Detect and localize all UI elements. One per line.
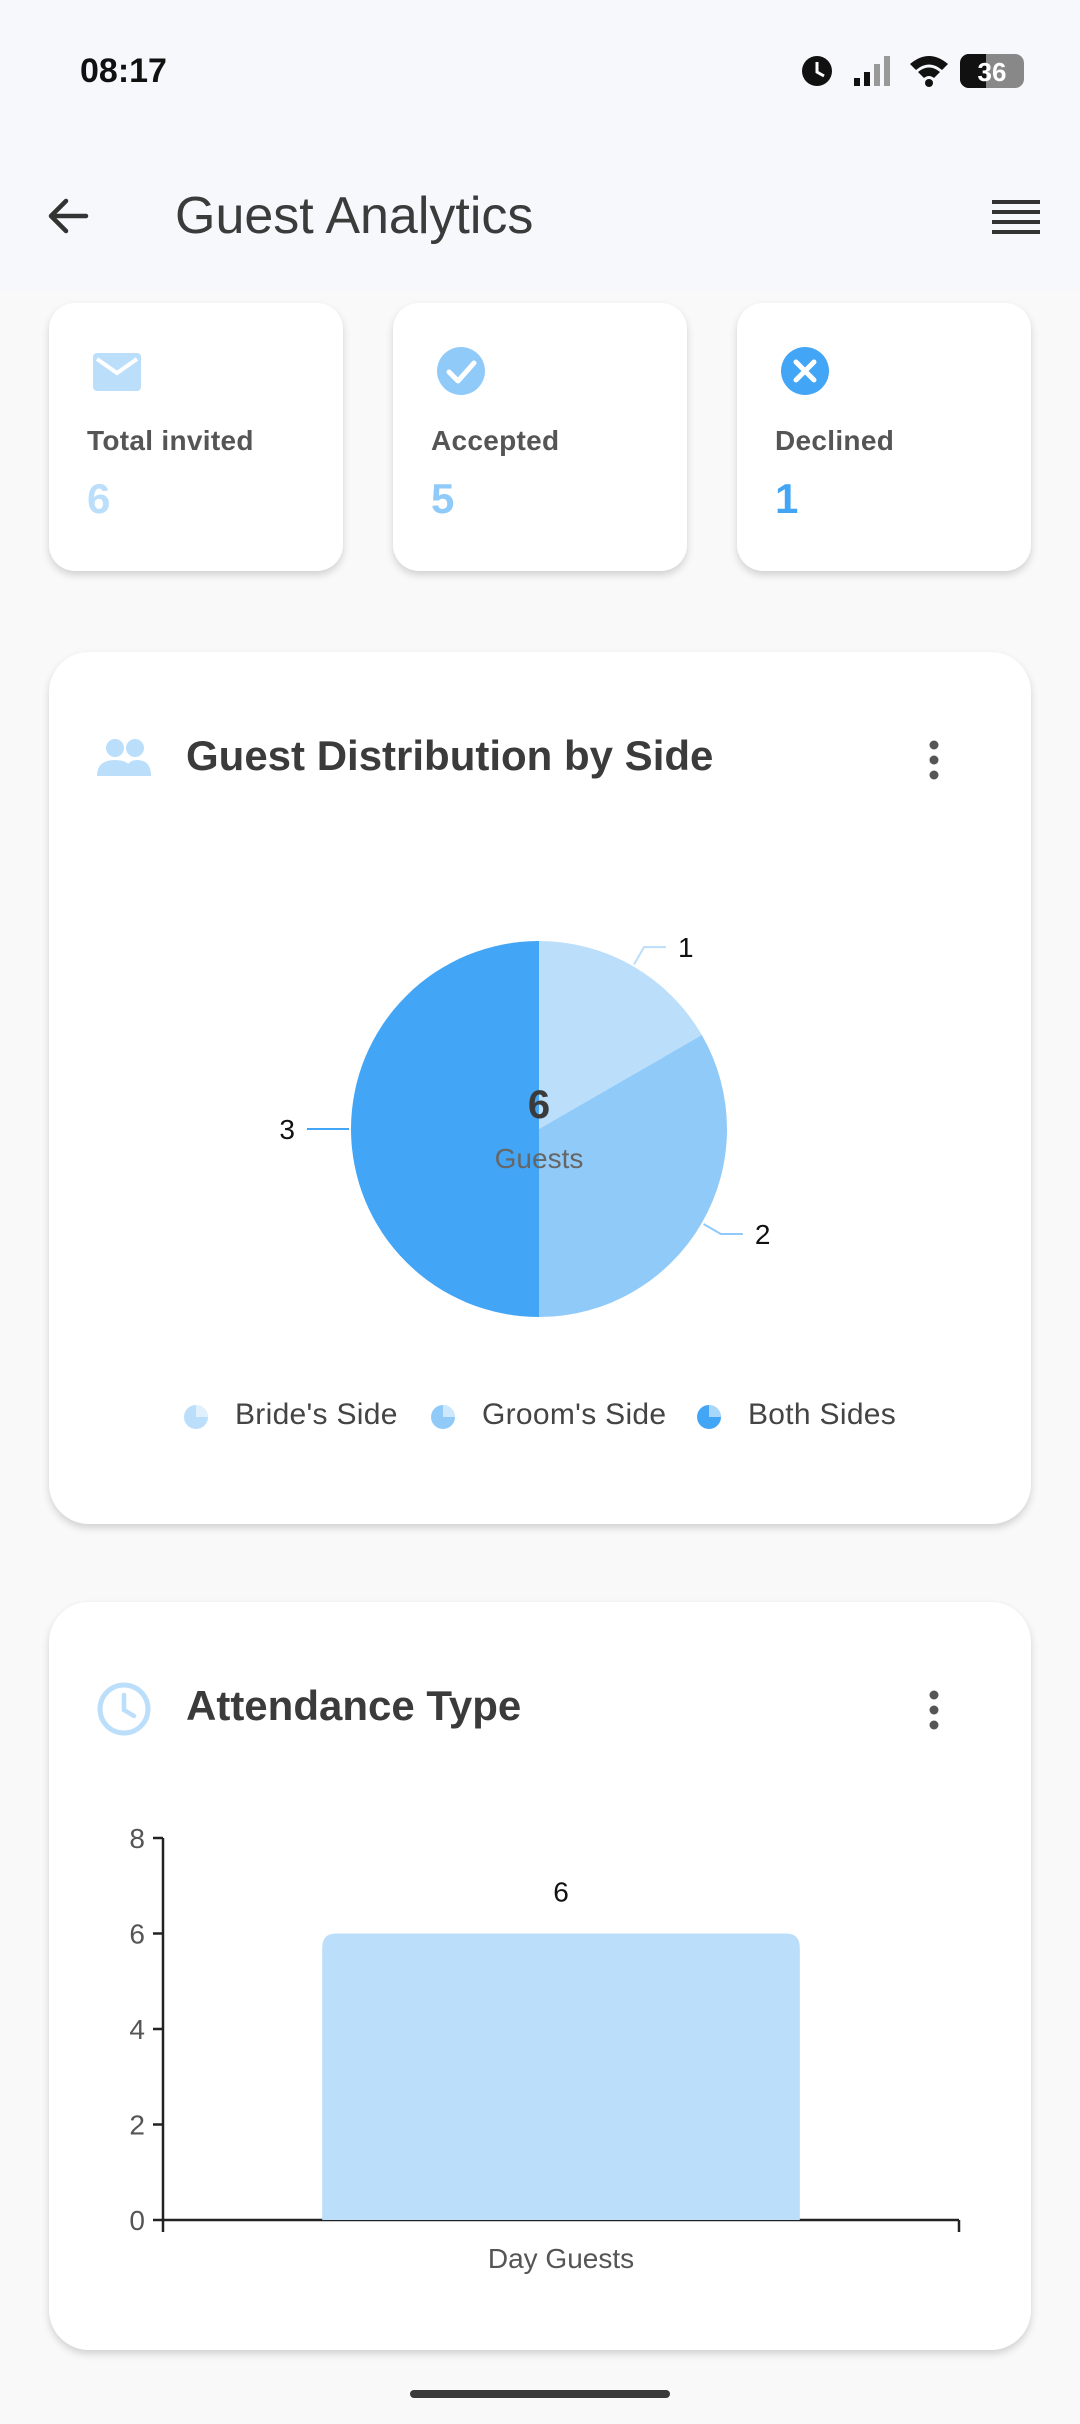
cancel-circle-icon [781, 347, 829, 395]
stat-label: Total invited [87, 425, 254, 456]
app-bar: Guest Analytics [0, 150, 1080, 290]
legend-label: Groom's Side [482, 1398, 667, 1431]
bar-data-label: 6 [553, 1877, 569, 1908]
mail-icon [93, 353, 141, 391]
legend-label: Bride's Side [235, 1398, 398, 1431]
y-tick-label: 6 [129, 1919, 145, 1950]
battery-icon: 36 [960, 54, 1024, 88]
pie-leader-line [703, 1223, 743, 1235]
list-menu-icon[interactable] [992, 196, 1040, 238]
home-indicator [410, 2390, 670, 2398]
battery-level: 36 [977, 57, 1007, 87]
y-tick-label: 4 [129, 2014, 145, 2045]
stat-label: Declined [775, 425, 895, 456]
status-time: 08:17 [80, 52, 167, 90]
y-tick-label: 0 [129, 2205, 145, 2236]
pie-slice-3 [351, 941, 539, 1317]
check-circle-icon [437, 347, 485, 395]
clock-icon [97, 1682, 151, 1736]
legend-label: Both Sides [748, 1398, 897, 1431]
pie-chart-icon [431, 1405, 455, 1429]
pie-data-label: 2 [755, 1219, 771, 1250]
people-icon [97, 739, 151, 776]
x-tick-label: Day Guests [488, 2243, 634, 2274]
stat-card-accepted: Accepted 5 [393, 303, 687, 571]
stat-value: 5 [431, 475, 455, 522]
y-tick-label: 8 [129, 1823, 145, 1854]
pie-leader-line [633, 946, 666, 965]
status-bar: 08:17 36 [0, 0, 1080, 150]
pie-slice-2 [539, 1035, 728, 1317]
pie-center-label: Guests [495, 1143, 584, 1174]
pie-center-value: 6 [528, 1083, 550, 1127]
more-vert-icon[interactable] [927, 1690, 941, 1730]
attendance-type-card: Attendance Type 0 2 4 6 8 6 Day Guests [49, 1602, 1031, 2350]
pie-data-label: 1 [678, 932, 694, 963]
signal-icon [854, 56, 890, 86]
stat-value: 6 [87, 475, 111, 522]
pie-slice-1 [539, 941, 702, 1129]
y-tick-label: 2 [129, 2110, 145, 2141]
pie-chart-icon [697, 1405, 721, 1429]
bar [322, 1933, 800, 2220]
more-vert-icon[interactable] [927, 740, 941, 780]
alarm-icon [802, 56, 832, 86]
stat-card-total-invited: Total invited 6 [49, 303, 343, 571]
stat-value: 1 [775, 475, 799, 522]
stat-label: Accepted [431, 425, 560, 456]
pie-chart-icon [184, 1405, 208, 1429]
bar-chart: 0 2 4 6 8 6 Day Guests [129, 1823, 961, 2274]
pie-data-label: 3 [279, 1114, 295, 1145]
back-arrow-icon[interactable] [42, 190, 94, 242]
stat-card-declined: Declined 1 [737, 303, 1031, 571]
page-title: Guest Analytics [175, 187, 534, 245]
pie-chart: 1 2 3 6 Guests [279, 932, 771, 1317]
card-title: Guest Distribution by Side [186, 732, 714, 779]
card-title: Attendance Type [186, 1682, 522, 1729]
wifi-icon [910, 56, 948, 87]
